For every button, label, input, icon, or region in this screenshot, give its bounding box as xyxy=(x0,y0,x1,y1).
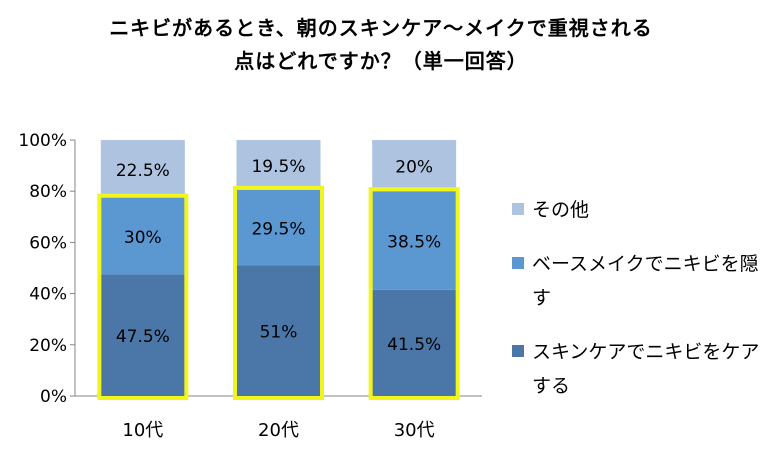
data-label-1-series-2: 19.5% xyxy=(251,157,305,177)
bar-0-series-2 xyxy=(100,140,185,198)
legend-item-other: その他 xyxy=(512,193,762,227)
legend: その他 ベースメイクでニキビを隠す スキンケアでニキビをケアする xyxy=(512,193,762,423)
legend-item-base-makeup: ベースメイクでニキビを隠す xyxy=(512,247,762,315)
data-label-2-series-1: 38.5% xyxy=(387,232,441,252)
y-tick-label-3: 60% xyxy=(29,233,67,253)
data-label-0-series-2: 22.5% xyxy=(116,161,170,181)
y-tick-label-1: 20% xyxy=(29,336,67,356)
bar-2-series-1 xyxy=(372,191,457,290)
highlight-box-2 xyxy=(368,187,460,400)
bar-0-series-0 xyxy=(100,274,185,396)
data-label-1-series-1: 29.5% xyxy=(251,220,305,240)
data-label-0-series-1: 30% xyxy=(124,228,162,248)
legend-item-skincare: スキンケアでニキビをケアする xyxy=(512,335,762,403)
y-tick-label-2: 40% xyxy=(29,285,67,305)
x-tick-label-0: 10代 xyxy=(122,420,163,441)
data-label-2-series-0: 41.5% xyxy=(387,335,441,355)
data-label-1-series-0: 51% xyxy=(260,323,298,343)
legend-label-other: その他 xyxy=(532,199,590,221)
legend-label-base-makeup: ベースメイクでニキビを隠す xyxy=(532,253,759,309)
chart-title-line-2: 点はどれですか？（単一回答） xyxy=(234,49,528,73)
bar-0-series-1 xyxy=(100,197,185,275)
highlight-box-0 xyxy=(97,193,189,400)
legend-swatch-base-makeup xyxy=(512,257,524,269)
y-tick-label-4: 80% xyxy=(29,182,67,202)
bar-2-series-2 xyxy=(372,140,457,192)
x-tick-label-2: 30代 xyxy=(394,420,435,441)
highlight-box-1 xyxy=(233,185,324,400)
data-label-0-series-0: 47.5% xyxy=(116,327,170,347)
legend-label-skincare: スキンケアでニキビをケアする xyxy=(532,341,760,397)
y-tick-label-5: 100% xyxy=(18,131,67,151)
y-tick-label-0: 0% xyxy=(40,387,67,407)
legend-swatch-other xyxy=(512,203,524,215)
bar-2-series-0 xyxy=(372,289,457,396)
bar-1-series-2 xyxy=(236,140,321,190)
bar-1-series-1 xyxy=(236,189,321,266)
bar-1-series-0 xyxy=(236,265,321,396)
data-label-2-series-2: 20% xyxy=(395,158,433,178)
x-tick-label-1: 20代 xyxy=(258,420,299,441)
chart-title-line-1: ニキビがあるとき、朝のスキンケア〜メイクで重視される xyxy=(109,16,653,40)
legend-swatch-skincare xyxy=(512,345,524,357)
